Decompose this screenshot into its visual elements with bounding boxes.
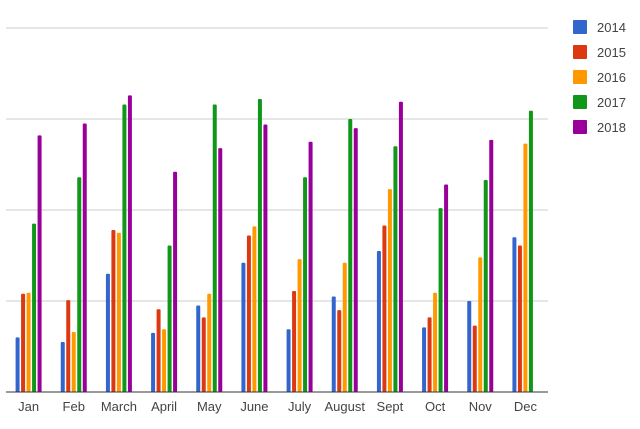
bar-2014-may bbox=[196, 305, 201, 392]
bar-2018-april bbox=[173, 171, 178, 392]
legend-swatch bbox=[573, 70, 587, 84]
bar-2016-march bbox=[116, 232, 121, 392]
x-tick-label: Jan bbox=[18, 399, 39, 414]
legend-swatch bbox=[573, 45, 587, 59]
bar-2015-april bbox=[156, 309, 161, 392]
bar-2014-july bbox=[286, 329, 291, 392]
bar-2018-jan bbox=[37, 135, 42, 392]
legend-swatch bbox=[573, 120, 587, 134]
bar-2018-march bbox=[127, 95, 132, 392]
x-tick-label: July bbox=[288, 399, 312, 414]
bar-2017-march bbox=[122, 104, 127, 392]
x-tick-label: June bbox=[240, 399, 268, 414]
bar-2014-august bbox=[331, 296, 336, 392]
bar-2015-jan bbox=[21, 293, 26, 392]
bar-2017-june bbox=[257, 98, 262, 392]
bar-2015-march bbox=[111, 230, 116, 392]
bar-2017-oct bbox=[438, 208, 443, 392]
bar-2014-dec bbox=[512, 237, 517, 392]
bar-2016-nov bbox=[478, 257, 483, 392]
legend-label: 2017 bbox=[597, 95, 626, 110]
bar-2017-feb bbox=[77, 177, 82, 392]
bar-2016-dec bbox=[523, 143, 528, 392]
bar-2018-june bbox=[263, 124, 268, 393]
bar-2016-august bbox=[342, 262, 347, 392]
bar-2014-june bbox=[241, 262, 246, 392]
bar-2016-may bbox=[207, 293, 212, 392]
x-tick-label: Nov bbox=[469, 399, 493, 414]
bar-2016-july bbox=[297, 259, 302, 392]
bar-2017-may bbox=[212, 104, 217, 392]
x-tick-label: Oct bbox=[425, 399, 446, 414]
bar-2018-may bbox=[218, 148, 223, 392]
bar-2014-jan bbox=[15, 337, 20, 392]
bar-2018-nov bbox=[489, 139, 494, 392]
bar-2017-dec bbox=[528, 110, 533, 392]
bar-2014-feb bbox=[60, 341, 65, 392]
bar-2017-august bbox=[348, 119, 353, 392]
x-tick-labels: Jan Feb March April May June July August Sept Oct… bbox=[18, 399, 537, 414]
x-tick-label: Sept bbox=[377, 399, 404, 414]
gridlines bbox=[6, 27, 548, 302]
x-tick-label: August bbox=[325, 399, 366, 414]
bar-2018-sept bbox=[398, 101, 403, 393]
bar-2016-april bbox=[162, 329, 167, 392]
x-tick-label: May bbox=[197, 399, 222, 414]
bar-2014-march bbox=[105, 273, 110, 392]
bar-2016-feb bbox=[71, 331, 76, 392]
bar-2015-dec bbox=[517, 245, 522, 392]
legend-label: 2018 bbox=[597, 120, 626, 135]
bar-2017-nov bbox=[483, 179, 488, 392]
bar-2015-august bbox=[337, 310, 342, 392]
bar-2017-jan bbox=[32, 223, 37, 392]
bars bbox=[15, 95, 533, 393]
bar-2015-june bbox=[246, 235, 251, 392]
bar-2015-feb bbox=[66, 300, 71, 392]
bar-2018-feb bbox=[82, 123, 87, 393]
bar-2018-august bbox=[353, 128, 358, 392]
bar-2016-jan bbox=[26, 292, 31, 392]
legend-swatch bbox=[573, 20, 587, 34]
legend-label: 2015 bbox=[597, 45, 626, 60]
bar-2014-sept bbox=[376, 250, 381, 392]
bar-2014-nov bbox=[467, 301, 472, 392]
bar-2015-nov bbox=[472, 325, 477, 392]
bar-2014-oct bbox=[422, 327, 427, 392]
legend: 2014 2015 2016 2017 2018 bbox=[573, 20, 626, 135]
bar-2015-oct bbox=[427, 317, 432, 392]
bar-2014-april bbox=[151, 332, 156, 392]
bar-2016-sept bbox=[387, 189, 392, 392]
bar-2016-oct bbox=[433, 292, 438, 392]
bar-2015-may bbox=[201, 317, 206, 392]
x-tick-label: Feb bbox=[63, 399, 85, 414]
bar-2015-sept bbox=[382, 225, 387, 392]
legend-swatch bbox=[573, 95, 587, 109]
bar-2017-sept bbox=[393, 146, 398, 392]
bar-2017-april bbox=[167, 245, 172, 392]
bar-2018-oct bbox=[444, 184, 449, 392]
bar-2016-june bbox=[252, 226, 257, 392]
legend-label: 2014 bbox=[597, 20, 626, 35]
legend-label: 2016 bbox=[597, 70, 626, 85]
bar-2017-july bbox=[303, 177, 308, 392]
x-tick-label: Dec bbox=[514, 399, 538, 414]
bar-2015-july bbox=[292, 290, 297, 392]
x-tick-label: April bbox=[151, 399, 177, 414]
bar-2018-july bbox=[308, 141, 313, 392]
x-tick-label: March bbox=[101, 399, 137, 414]
